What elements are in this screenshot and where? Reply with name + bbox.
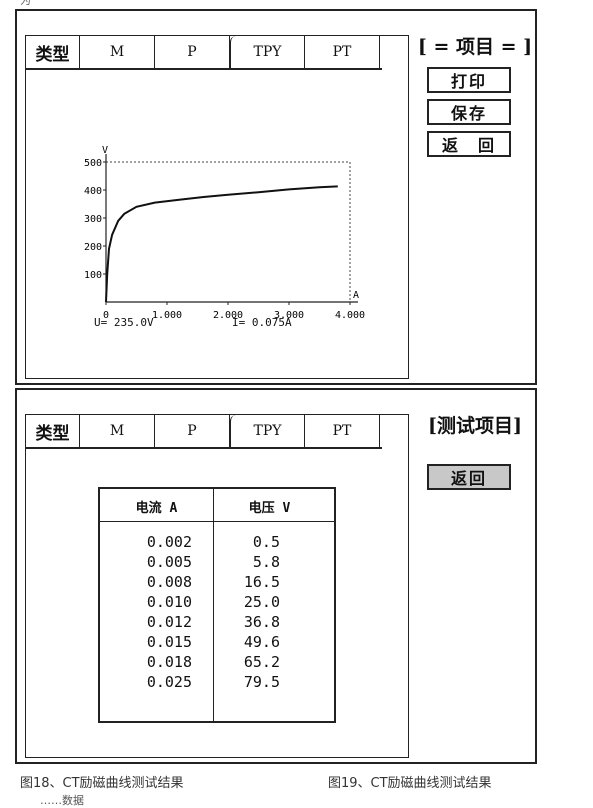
voltage-cell: 49.6 (243, 633, 280, 651)
current-cell: 0.005 (146, 553, 192, 571)
voltage-cell: 0.5 (252, 533, 280, 551)
x-axis-unit: A (353, 290, 359, 301)
voltage-header: 电压 V (248, 501, 291, 516)
tab-type: 类型 (26, 36, 80, 68)
current-cell: 0.018 (146, 653, 192, 671)
back-button[interactable]: 返回 (427, 464, 511, 490)
tab-pt[interactable]: PT (305, 36, 380, 68)
voltage-cell: 65.2 (243, 653, 280, 671)
current-cell: 0.015 (146, 633, 192, 651)
voltage-cell: 5.8 (252, 553, 280, 571)
tab-tpy[interactable]: TPY (230, 36, 305, 68)
voltage-readout: U= 235.0V (94, 316, 154, 329)
tab-tpy[interactable]: TPY (230, 415, 305, 447)
current-cell: 0.008 (146, 573, 192, 591)
column-divider (213, 489, 214, 721)
table-screen: 类型 M P TPY PT 电流 A 电压 V 0.002 0.5 0.005 5.8… (25, 414, 409, 758)
type-tabs: 类型 M P TPY PT (26, 415, 382, 449)
table-row: 0.025 79.5 (100, 673, 334, 693)
figure-caption-19: 图19、CT励磁曲线测试结果 (328, 776, 492, 791)
current-cell: 0.010 (146, 593, 192, 611)
current-readout: I= 0.075A (232, 316, 292, 329)
x-tick-label: 0 (103, 310, 109, 321)
table-header: 电流 A 电压 V (100, 489, 334, 522)
table-row: 0.012 36.8 (100, 613, 334, 633)
save-button[interactable]: 保存 (427, 99, 511, 125)
print-button[interactable]: 打印 (427, 67, 511, 93)
table-row: 0.008 16.5 (100, 573, 334, 593)
table-row: 0.010 25.0 (100, 593, 334, 613)
voltage-cell: 79.5 (243, 673, 280, 691)
tab-p[interactable]: P (155, 36, 230, 68)
excitation-curve-chart: A V 100 200 300 400 500 0 1.000 2.000 3.000 4.000 (84, 145, 365, 321)
side-title: [ = 项目 = ] (417, 36, 533, 58)
tab-m[interactable]: M (80, 36, 155, 68)
x-tick-label: 4.000 (335, 310, 365, 321)
excitation-table-panel: 类型 M P TPY PT 电流 A 电压 V 0.002 0.5 0.005 5.8… (15, 388, 537, 764)
tab-m[interactable]: M (80, 415, 155, 447)
table-row: 0.005 5.8 (100, 553, 334, 573)
y-tick-label: 300 (84, 214, 102, 225)
table-row: 0.018 65.2 (100, 653, 334, 673)
table-row: 0.002 0.5 (100, 533, 334, 553)
curve-screen: 类型 M P TPY PT A V 100 200 300 400 500 0 1.000 2.0… (25, 35, 409, 379)
y-axis-unit: V (102, 145, 108, 156)
tab-p[interactable]: P (155, 415, 230, 447)
stray-glyph: 为 (20, 0, 31, 7)
figure-caption-18: 图18、CT励磁曲线测试结果 (20, 776, 184, 791)
current-header: 电流 A (135, 501, 178, 516)
current-cell: 0.025 (146, 673, 192, 691)
y-tick-label: 100 (84, 270, 102, 281)
voltage-cell: 16.5 (243, 573, 280, 591)
current-cell: 0.012 (146, 613, 192, 631)
y-tick-label: 400 (84, 186, 102, 197)
side-menu: [测试项目] 返回 (415, 412, 535, 490)
current-cell: 0.002 (146, 533, 192, 551)
x-tick-label: 3.000 (274, 310, 304, 321)
side-menu: [ = 项目 = ] 打印 保存 返 回 (415, 33, 535, 157)
y-tick-label: 200 (84, 242, 102, 253)
voltage-cell: 36.8 (243, 613, 280, 631)
voltage-cell: 25.0 (243, 593, 280, 611)
x-tick-label: 2.000 (213, 310, 243, 321)
excitation-curve-line (105, 185, 338, 303)
back-button[interactable]: 返 回 (427, 131, 511, 157)
table-rows: 0.002 0.5 0.005 5.8 0.008 16.5 0.010 25.0 0.012 3… (100, 533, 334, 693)
y-tick-label: 500 (84, 158, 102, 169)
excitation-curve-panel: 类型 M P TPY PT A V 100 200 300 400 500 0 1.000 2.0… (15, 9, 537, 385)
table-row: 0.015 49.6 (100, 633, 334, 653)
excitation-data-table: 电流 A 电压 V 0.002 0.5 0.005 5.8 0.008 16.5 0.010… (98, 487, 336, 723)
side-title: [测试项目] (428, 415, 522, 437)
tab-type: 类型 (26, 415, 80, 447)
footer-text: ……数据 (40, 794, 84, 807)
plot-frame (106, 161, 351, 302)
type-tabs: 类型 M P TPY PT (26, 36, 382, 70)
x-tick-label: 1.000 (152, 310, 182, 321)
tab-pt[interactable]: PT (305, 415, 380, 447)
